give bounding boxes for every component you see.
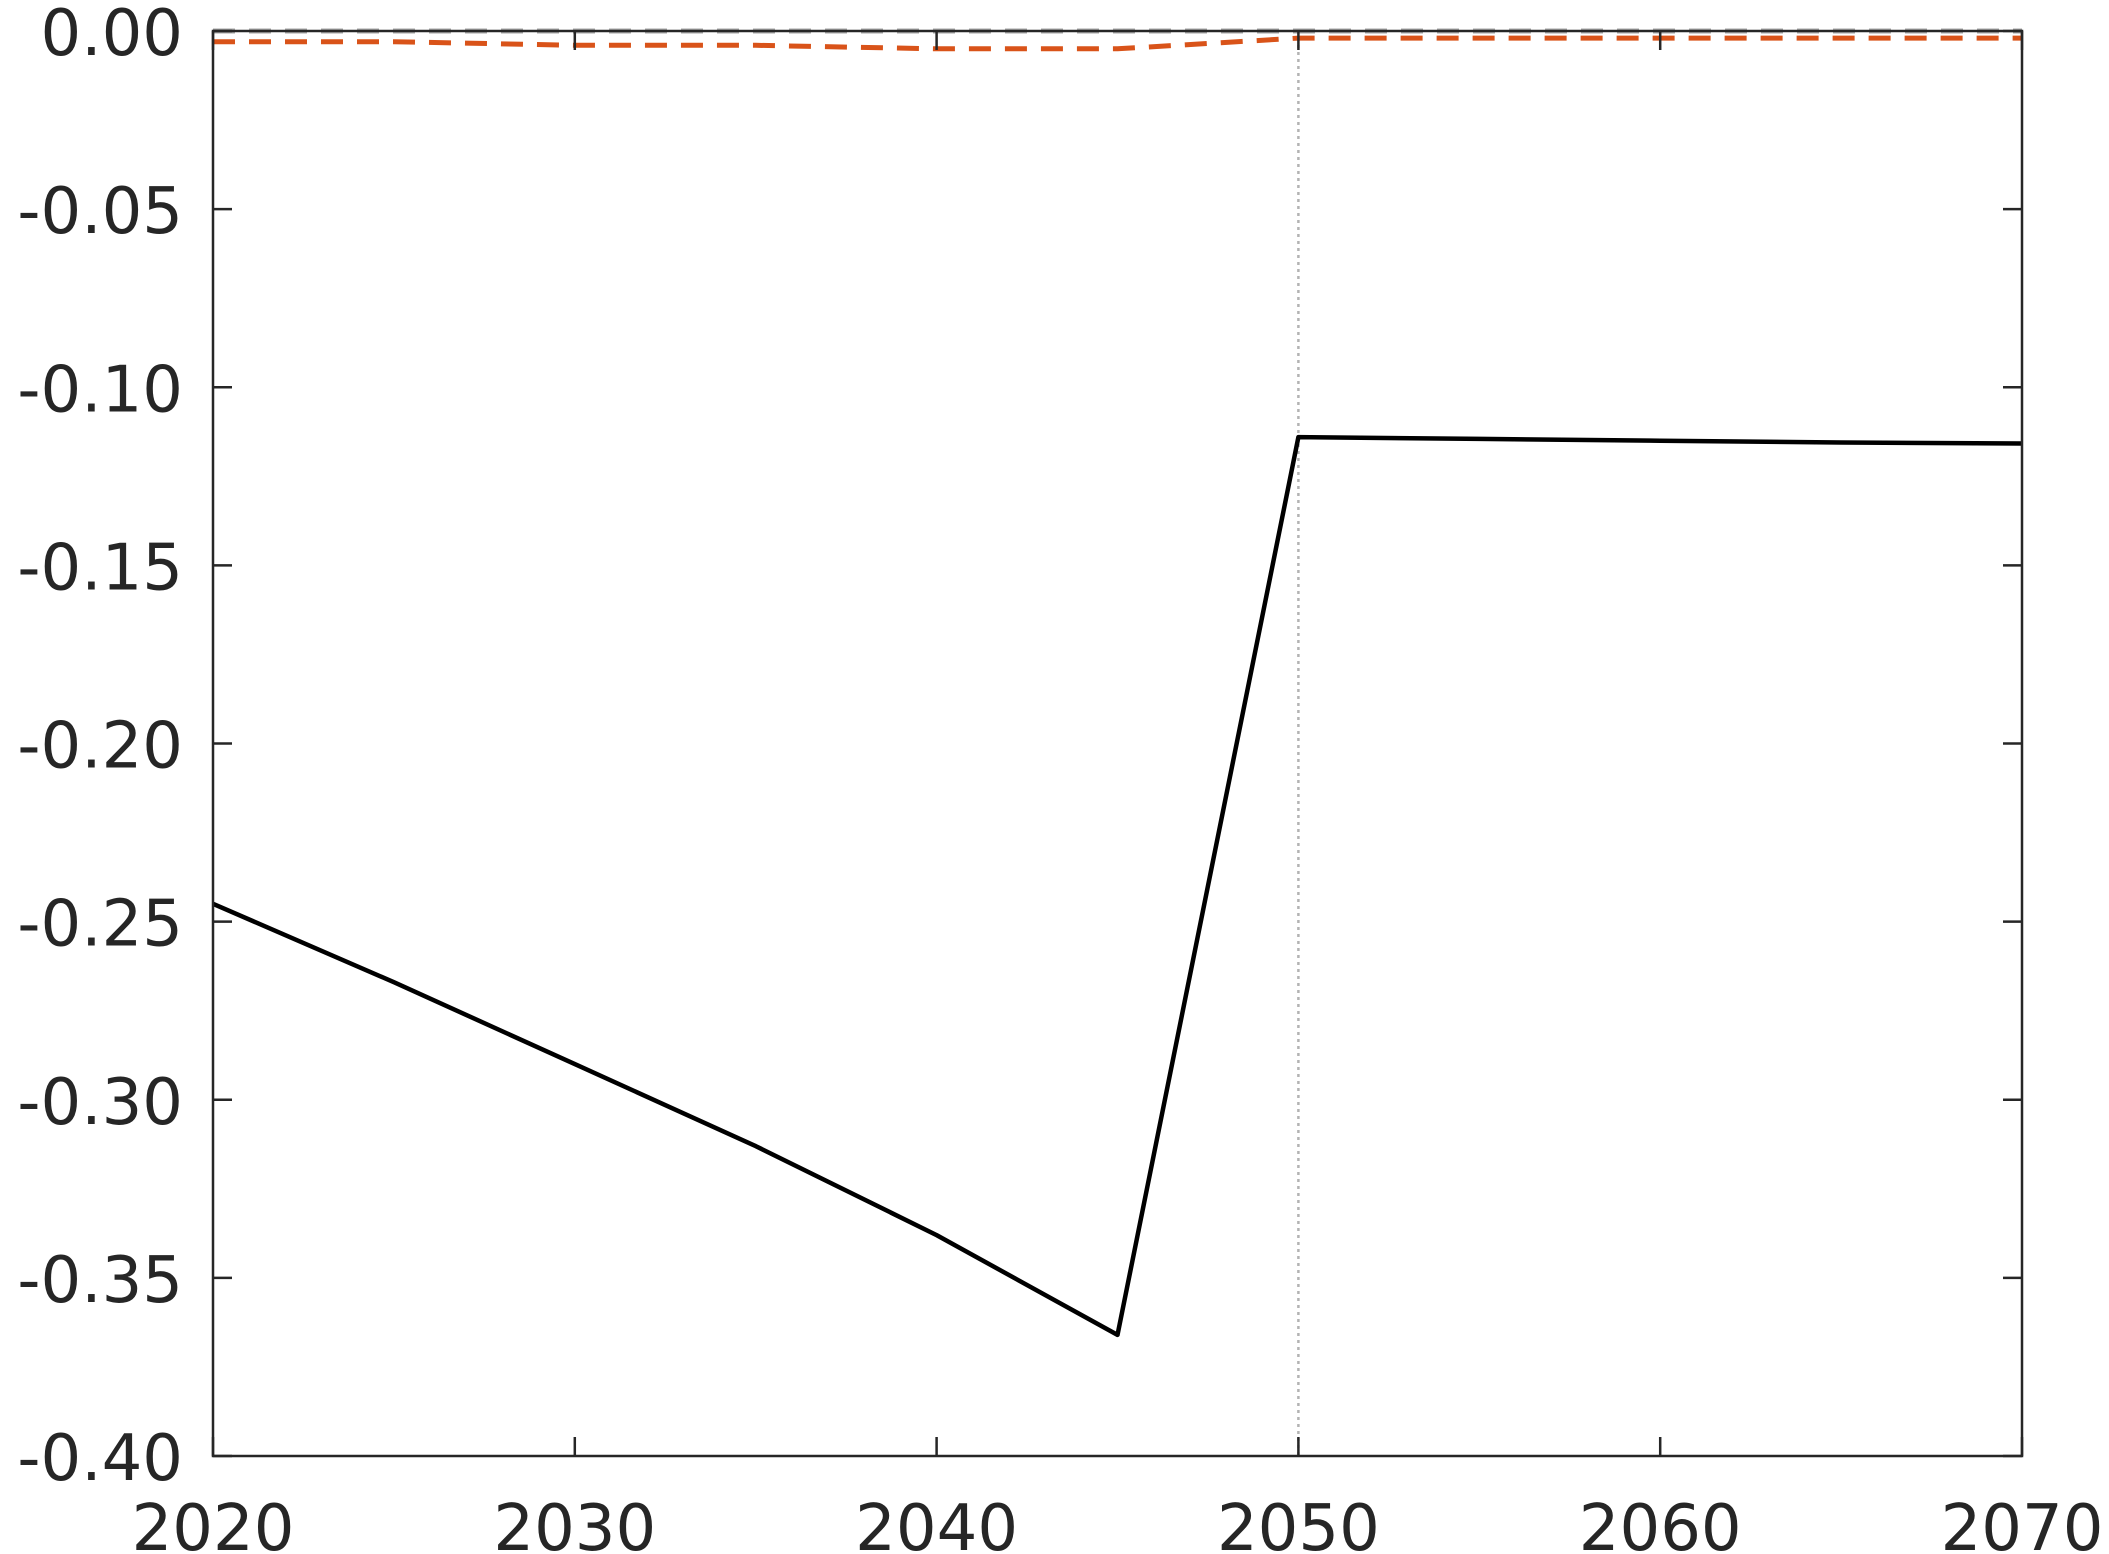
y-tick-label: -0.30 <box>17 1066 183 1140</box>
y-tick-label: -0.15 <box>17 531 183 605</box>
y-tick-label: -0.20 <box>17 710 183 784</box>
x-tick-label: 2050 <box>1217 1492 1380 1554</box>
x-tick-label: 2040 <box>855 1492 1018 1554</box>
y-tick-label: 0.00 <box>41 0 184 71</box>
y-tick-label: -0.10 <box>17 353 183 427</box>
series-line-1 <box>213 35 2022 52</box>
y-tick-label: -0.40 <box>17 1422 183 1496</box>
y-tick-label: -0.25 <box>17 888 183 962</box>
x-tick-label: 2030 <box>493 1492 656 1554</box>
x-tick-label: 2070 <box>1941 1492 2104 1554</box>
plot-area <box>213 31 2022 1456</box>
series-line-0 <box>212 434 2023 1338</box>
x-tick-label: 2060 <box>1579 1492 1742 1554</box>
y-tick-label: -0.05 <box>17 175 183 249</box>
y-tick-label: -0.35 <box>17 1244 183 1318</box>
x-tick-label: 2020 <box>132 1492 295 1554</box>
